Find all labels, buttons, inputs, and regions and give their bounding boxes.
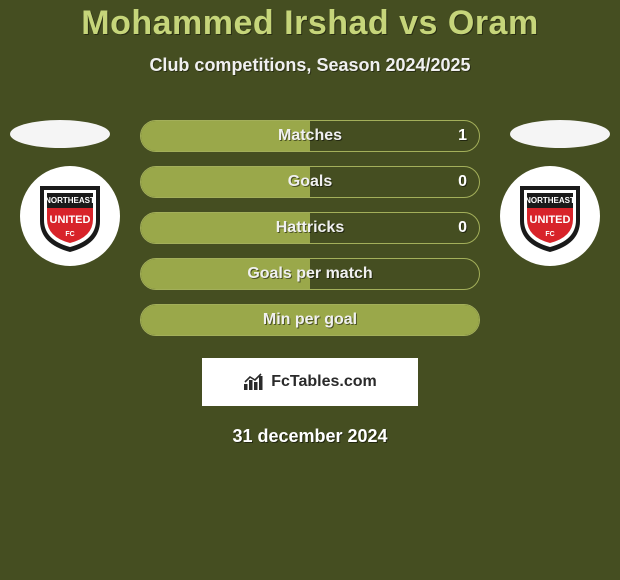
northeast-united-crest-icon: NORTHEAST UNITED FC <box>30 176 110 256</box>
svg-text:UNITED: UNITED <box>50 214 91 226</box>
comparison-panel: NORTHEAST UNITED FC NORTHEAST UNITED FC … <box>0 120 620 447</box>
source-site-name: FcTables.com <box>271 373 377 391</box>
report-date: 31 december 2024 <box>0 426 620 447</box>
northeast-united-crest-icon: NORTHEAST UNITED FC <box>510 176 590 256</box>
svg-text:FC: FC <box>65 231 74 238</box>
page-title: Mohammed Irshad vs Oram <box>0 0 620 43</box>
stat-fill <box>141 167 310 197</box>
source-attribution: FcTables.com <box>202 358 418 406</box>
stat-value-right: 0 <box>458 219 467 237</box>
stat-label: Goals per match <box>247 265 372 283</box>
stat-label: Goals <box>288 173 332 191</box>
stats-list: Matches 1 Goals 0 Hattricks 0 Goals per match M… <box>140 120 480 336</box>
bar-chart-icon <box>243 372 265 392</box>
svg-text:FC: FC <box>545 231 554 238</box>
stat-label: Matches <box>278 127 342 145</box>
stat-row: Goals 0 <box>140 166 480 198</box>
stat-label: Hattricks <box>276 219 344 237</box>
stat-row: Matches 1 <box>140 120 480 152</box>
player-avatar-left <box>10 120 110 148</box>
club-badge-right: NORTHEAST UNITED FC <box>500 166 600 266</box>
stat-value-right: 0 <box>458 173 467 191</box>
subtitle: Club competitions, Season 2024/2025 <box>0 55 620 76</box>
svg-text:UNITED: UNITED <box>530 214 571 226</box>
stat-row: Min per goal <box>140 304 480 336</box>
stat-row: Goals per match <box>140 258 480 290</box>
club-badge-left: NORTHEAST UNITED FC <box>20 166 120 266</box>
svg-text:NORTHEAST: NORTHEAST <box>45 196 95 205</box>
stat-label: Min per goal <box>263 311 357 329</box>
stat-row: Hattricks 0 <box>140 212 480 244</box>
svg-text:NORTHEAST: NORTHEAST <box>525 196 575 205</box>
player-avatar-right <box>510 120 610 148</box>
stat-value-right: 1 <box>458 127 467 145</box>
